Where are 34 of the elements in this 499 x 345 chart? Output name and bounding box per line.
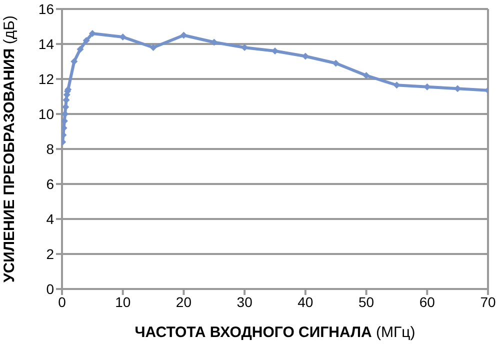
x-axis-title: ЧАСТОТА ВХОДНОГО СИГНАЛА (МГц) bbox=[134, 324, 416, 341]
point bbox=[88, 30, 96, 37]
point bbox=[76, 46, 84, 53]
x-tick-label: 20 bbox=[176, 294, 192, 310]
x-tick-label: 10 bbox=[115, 294, 131, 310]
x-tick-label: 30 bbox=[236, 294, 253, 310]
x-tick-label: 50 bbox=[358, 294, 374, 310]
point bbox=[180, 32, 188, 39]
y-tick-label: 4 bbox=[46, 210, 54, 227]
y-tick-label: 14 bbox=[38, 36, 54, 52]
point bbox=[62, 96, 70, 104]
x-tick-label: 60 bbox=[419, 294, 436, 310]
y-tick-label: 12 bbox=[38, 70, 54, 87]
point bbox=[362, 72, 370, 79]
y-tick-label: 16 bbox=[38, 0, 54, 17]
y-tick-label: 2 bbox=[46, 246, 54, 262]
point bbox=[70, 58, 78, 65]
point bbox=[82, 37, 90, 44]
point bbox=[332, 60, 340, 67]
point bbox=[150, 44, 157, 51]
y-axis-title: УСИЛЕНИЕ ПРЕОБРАЗОВАНИЯ (дБ) bbox=[1, 16, 18, 282]
point bbox=[62, 118, 68, 124]
x-tick-label: 70 bbox=[480, 294, 496, 310]
y-tick-label: 8 bbox=[46, 140, 54, 157]
y-tick-label: 0 bbox=[46, 280, 54, 297]
point bbox=[272, 48, 278, 54]
x-tick-label: 40 bbox=[298, 294, 314, 310]
point bbox=[62, 104, 70, 110]
y-tick-label: 6 bbox=[46, 176, 54, 192]
point bbox=[302, 52, 309, 60]
point bbox=[210, 38, 218, 46]
x-tick-label: 0 bbox=[58, 294, 66, 310]
point bbox=[62, 110, 69, 118]
y-tick-label: 10 bbox=[38, 106, 54, 122]
